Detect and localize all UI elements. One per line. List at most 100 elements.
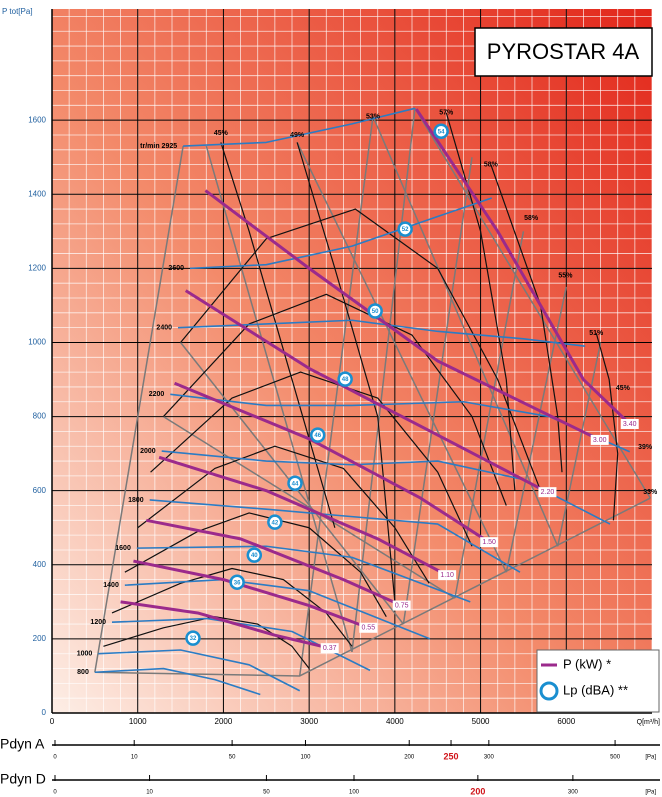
lp-label: 52 — [402, 227, 409, 233]
pdyn-tick-label: 100 — [349, 790, 360, 796]
pdyn-tick-label: 50 — [229, 755, 236, 761]
efficiency-curve — [296, 142, 396, 602]
efficiency-label: 57% — [439, 110, 454, 117]
speed-label: 1400 — [103, 582, 119, 589]
power-label-bg — [620, 418, 639, 429]
power-label-bg — [392, 600, 411, 611]
blade-line — [296, 142, 507, 573]
power-curve — [184, 289, 549, 494]
lp-marker — [185, 630, 201, 646]
lp-label: 54 — [438, 129, 445, 135]
power-curve — [415, 108, 631, 426]
power-label: 0.75 — [395, 602, 409, 609]
lp-label: 48 — [342, 377, 349, 383]
pdyn-tick-label: 200 — [470, 786, 485, 796]
efficiency-label: 45% — [616, 385, 631, 392]
blade-line — [402, 157, 473, 625]
efficiency-label: 33% — [643, 489, 658, 496]
power-label: 1.50 — [482, 539, 496, 546]
y-tick-label: 1600 — [28, 115, 46, 124]
pdyn-tick-label: 200 — [404, 755, 415, 761]
power-label: 3.40 — [623, 421, 637, 428]
speed-curve — [149, 499, 521, 573]
legend-box — [536, 649, 660, 713]
speed-label: 2400 — [156, 324, 172, 331]
power-curve — [145, 518, 403, 607]
speed-curve — [94, 667, 261, 696]
pdyn-tick-label: 100 — [300, 755, 311, 761]
efficiency-label: 39% — [638, 444, 653, 451]
efficiency-curve — [490, 164, 563, 473]
lp-marker — [337, 371, 353, 387]
speed-curve — [177, 319, 586, 347]
y-tick-label: 200 — [33, 634, 47, 643]
blade-line — [94, 145, 184, 673]
speed-curve — [189, 197, 492, 270]
power-curve — [120, 600, 331, 650]
y-tick-label: 1400 — [28, 189, 46, 198]
efficiency-label: 51% — [589, 330, 604, 337]
lp-marker — [367, 303, 383, 319]
pdyn-unit: [Pa] — [645, 755, 656, 761]
legend-power: P (kW) * — [563, 656, 611, 671]
speed-curve — [183, 107, 416, 147]
efficiency-label: 58% — [484, 161, 499, 168]
y-tick-label: 1200 — [28, 263, 46, 272]
chart-title: PYROSTAR 4A — [487, 39, 640, 64]
pdyn-tick-label: 50 — [263, 790, 270, 796]
power-label: 3.00 — [593, 437, 607, 444]
pdyn-tick-label: 0 — [53, 755, 57, 761]
title-box — [474, 27, 653, 77]
pdyn-tick-label: 10 — [146, 790, 153, 796]
speed-curve — [98, 649, 301, 692]
efficiency-label: 45% — [214, 130, 229, 137]
pdyn-tick-label: 10 — [131, 755, 138, 761]
blade-line — [163, 415, 456, 599]
power-label: 0.37 — [323, 645, 337, 652]
efficiency-curve — [595, 333, 619, 521]
speed-label: 2000 — [140, 448, 156, 455]
lp-marker — [229, 574, 245, 590]
x-tick-label: 4000 — [386, 717, 404, 726]
legend-lp-swatch — [539, 681, 559, 701]
pdyn-tick-label: 300 — [484, 755, 495, 761]
lp-label: 44 — [292, 481, 299, 487]
efficiency-label: 49% — [290, 132, 305, 139]
pdyn-tick-label: 500 — [610, 755, 621, 761]
power-label-bg — [590, 434, 609, 445]
y-tick-label: 400 — [33, 560, 47, 569]
x-tick-label: 1000 — [129, 717, 147, 726]
pdyn-label: Pdyn A — [0, 736, 45, 752]
power-label: 1.10 — [440, 572, 454, 579]
lp-label: 42 — [272, 520, 279, 526]
power-curve — [173, 381, 490, 544]
speed-label: 2600 — [168, 265, 184, 272]
blade-line — [414, 107, 651, 499]
efficiency-curve — [445, 112, 516, 491]
lp-marker — [397, 221, 413, 237]
power-curve — [158, 455, 448, 577]
power-label-bg — [480, 537, 499, 548]
blade-line — [372, 116, 559, 547]
blade-line — [298, 116, 374, 677]
efficiency-curve — [137, 445, 430, 584]
legend-lp: Lp (dBA) ** — [563, 682, 628, 697]
speed-label: 1200 — [90, 619, 106, 626]
blade-line — [556, 342, 602, 547]
x-tick-label: 3000 — [300, 717, 318, 726]
lp-marker — [267, 514, 283, 530]
pdyn-tick-label: 250 — [444, 751, 459, 761]
power-label-bg — [438, 570, 457, 581]
pdyn-tick-label: 0 — [53, 790, 57, 796]
lp-label: 50 — [372, 309, 379, 315]
speed-label: 2200 — [149, 391, 165, 398]
speed-label: 1600 — [115, 545, 131, 552]
speed-label: 800 — [77, 669, 89, 676]
pdyn-unit: [Pa] — [645, 790, 656, 796]
efficiency-curve — [111, 567, 353, 647]
power-label: 2.20 — [541, 489, 555, 496]
efficiency-label: 58% — [524, 215, 539, 222]
x-tick-label: 2000 — [215, 717, 233, 726]
y-tick-label: 600 — [33, 486, 47, 495]
